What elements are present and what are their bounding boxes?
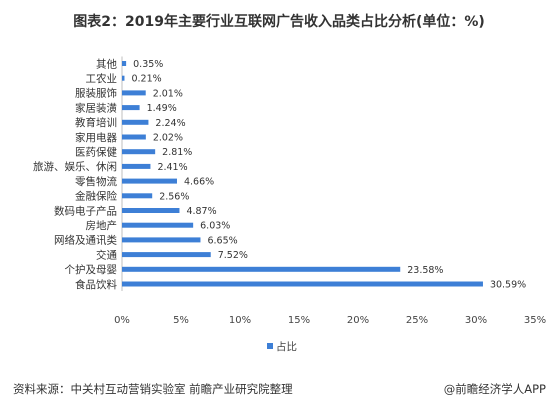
bar <box>122 105 140 111</box>
source-note: 资料来源：中关村互动营销实验室 前瞻产业研究院整理 <box>13 382 293 396</box>
x-tick-label: 10% <box>229 315 251 326</box>
value-label: 2.81% <box>162 147 192 158</box>
value-label: 2.02% <box>153 133 183 144</box>
bar <box>122 178 177 184</box>
category-label: 家居装潢 <box>75 101 117 114</box>
category-label: 食品饮料 <box>75 278 117 291</box>
category-label: 旅游、娱乐、休闲 <box>33 160 117 173</box>
x-tick-label: 15% <box>288 315 310 326</box>
bar <box>122 134 146 140</box>
x-tick-label: 35% <box>524 315 546 326</box>
category-label: 医药保健 <box>75 146 117 159</box>
category-label: 个护及母婴 <box>65 263 118 276</box>
category-label: 网络及通讯类 <box>54 234 117 247</box>
bar <box>122 281 483 287</box>
bar <box>122 222 194 228</box>
value-label: 7.52% <box>218 250 248 261</box>
legend-label: 占比 <box>276 340 297 353</box>
bar <box>122 237 201 243</box>
bar <box>122 252 211 258</box>
bar <box>122 75 125 81</box>
value-label: 30.59% <box>490 280 526 291</box>
bar <box>122 90 146 96</box>
bar <box>122 266 401 272</box>
category-label: 金融保险 <box>75 190 117 203</box>
category-label: 工农业 <box>86 72 118 85</box>
chart-title: 图表2：2019年主要行业互联网广告收入品类占比分析(单位：%) <box>73 14 485 30</box>
bar <box>122 163 151 169</box>
x-tick-label: 30% <box>465 315 487 326</box>
category-label: 交通 <box>96 248 117 261</box>
category-label: 家用电器 <box>75 131 117 144</box>
value-label: 2.24% <box>155 118 185 129</box>
category-label: 其他 <box>96 57 117 70</box>
value-label: 23.58% <box>407 265 443 276</box>
x-tick-label: 25% <box>406 315 428 326</box>
value-label: 2.56% <box>159 191 189 202</box>
category-label: 服装服饰 <box>75 87 117 100</box>
x-tick-label: 20% <box>347 315 369 326</box>
bar <box>122 193 153 199</box>
value-label: 6.65% <box>207 235 237 246</box>
category-label: 房地产 <box>86 219 118 232</box>
value-label: 2.01% <box>153 88 183 99</box>
brand-credit: @前瞻经济学人APP <box>443 382 546 396</box>
value-label: 1.49% <box>147 103 177 114</box>
category-label: 数码电子产品 <box>54 204 117 217</box>
bar <box>122 149 156 155</box>
x-tick-label: 0% <box>114 315 130 326</box>
category-label: 零售物流 <box>75 175 117 188</box>
value-label: 4.87% <box>186 206 216 217</box>
bar <box>122 208 180 213</box>
value-label: 6.03% <box>200 221 230 232</box>
legend-swatch <box>267 343 273 349</box>
value-label: 0.21% <box>131 74 161 85</box>
value-label: 4.66% <box>184 177 214 188</box>
bar <box>122 61 127 66</box>
x-tick-label: 5% <box>173 315 189 326</box>
value-label: 0.35% <box>133 59 163 70</box>
value-label: 2.41% <box>157 162 187 173</box>
category-label: 教育培训 <box>75 116 117 129</box>
bar <box>122 119 149 125</box>
